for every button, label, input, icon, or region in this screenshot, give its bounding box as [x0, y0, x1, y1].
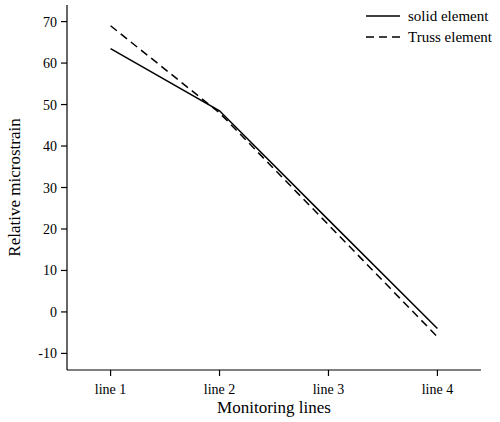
x-tick: [110, 370, 111, 376]
y-tick-label: 30: [43, 181, 57, 196]
y-tick: [61, 104, 67, 105]
series-line: [111, 26, 438, 337]
y-tick-label: -10: [38, 346, 57, 361]
legend-swatch: [366, 36, 400, 38]
y-tick: [61, 187, 67, 188]
y-tick-label: 20: [43, 222, 57, 237]
y-tick-label: 60: [43, 56, 57, 71]
y-tick: [61, 62, 67, 63]
legend-label: solid element: [408, 8, 489, 24]
x-tick-label: line 4: [422, 382, 454, 397]
y-tick: [61, 311, 67, 312]
y-tick-label: 40: [43, 139, 57, 154]
x-axis: [67, 369, 481, 370]
y-tick-label: 0: [50, 305, 57, 320]
y-tick: [61, 228, 67, 229]
chart-container: -10 0 10 20 30 40 50 60 70 line 1 line 2 line 3 line…: [0, 0, 500, 422]
y-tick-label: 50: [43, 98, 57, 113]
plot-area: [111, 26, 438, 337]
x-tick: [437, 370, 438, 376]
y-tick: [61, 353, 67, 354]
y-tick: [61, 145, 67, 146]
y-tick: [61, 270, 67, 271]
y-tick-label: 70: [43, 15, 57, 30]
x-tick: [328, 370, 329, 376]
x-tick-label: line 2: [204, 382, 236, 397]
chart-svg: -10 0 10 20 30 40 50 60 70 line 1 line 2 line 3 line…: [0, 0, 500, 422]
y-tick: [61, 21, 67, 22]
x-tick-label: line 1: [95, 382, 127, 397]
y-axis-title: Relative microstrain: [5, 118, 24, 257]
x-tick: [219, 370, 220, 376]
x-tick-label: line 3: [313, 382, 345, 397]
legend-swatch: [366, 15, 400, 17]
legend-label: Truss element: [408, 29, 493, 45]
x-axis-title: Monitoring lines: [217, 398, 331, 417]
y-tick-label: 10: [43, 263, 57, 278]
